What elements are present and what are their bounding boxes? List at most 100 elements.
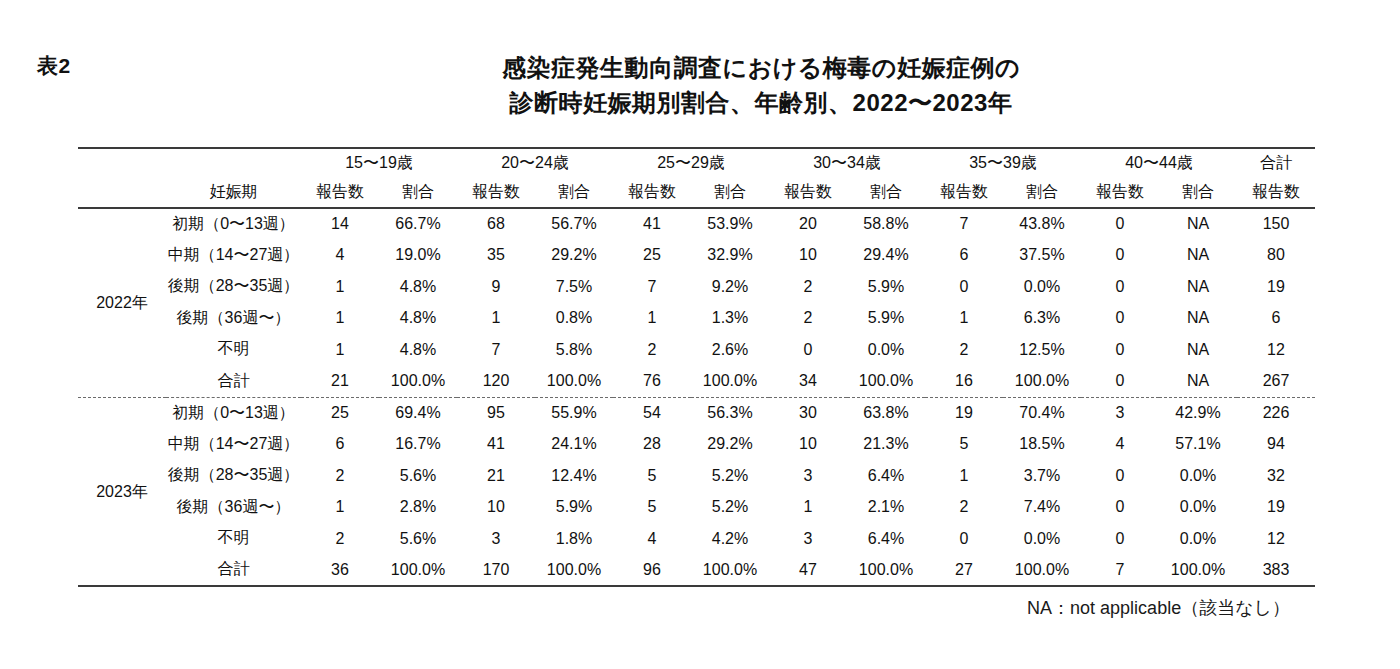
table-cell: 3 <box>1081 397 1159 429</box>
table-cell: 47 <box>769 555 847 587</box>
table-row: 中期（14〜27週）419.0%3529.2%2532.9%1029.4%637… <box>78 240 1315 272</box>
table-cell: 1 <box>457 303 535 335</box>
table-title: 感染症発生動向調査における梅毒の妊娠症例の 診断時妊娠期別割合、年齢別、2022… <box>0 50 1400 120</box>
table-cell: 4.2% <box>691 523 769 555</box>
table-cell: 54 <box>613 397 691 429</box>
table-cell: 1 <box>925 303 1003 335</box>
table-cell: 19 <box>1237 492 1315 524</box>
table-cell: 12.4% <box>535 460 613 492</box>
table-cell: 226 <box>1237 397 1315 429</box>
table-cell: 29.2% <box>535 240 613 272</box>
table-cell: 1 <box>301 492 379 524</box>
table-cell: 2 <box>925 334 1003 366</box>
pregnancy-term-label: 後期（36週〜） <box>166 492 301 524</box>
table-cell: 7.4% <box>1003 492 1081 524</box>
table-cell: 7 <box>1081 555 1159 587</box>
table-cell: 0.0% <box>1159 523 1237 555</box>
table-title-line2: 診断時妊娠期別割合、年齢別、2022〜2023年 <box>122 85 1400 120</box>
table-row: 合計36100.0%170100.0%96100.0%47100.0%27100… <box>78 555 1315 587</box>
table-cell: 56.3% <box>691 397 769 429</box>
table-cell: 2.8% <box>379 492 457 524</box>
table-row: 合計21100.0%120100.0%76100.0%34100.0%16100… <box>78 366 1315 398</box>
table-row: 中期（14〜27週）616.7%4124.1%2829.2%1021.3%518… <box>78 429 1315 461</box>
table-cell: 2 <box>769 303 847 335</box>
table-cell: NA <box>1159 208 1237 240</box>
count-column-header: 報告数 <box>769 178 847 208</box>
pregnancy-term-label: 不明 <box>166 523 301 555</box>
table-row: 後期（36週〜）14.8%10.8%11.3%25.9%16.3%0NA6 <box>78 303 1315 335</box>
pregnancy-term-label: 合計 <box>166 366 301 398</box>
table-cell: 5.9% <box>535 492 613 524</box>
table-cell: 1 <box>613 303 691 335</box>
table-cell: 21 <box>301 366 379 398</box>
table-cell: 100.0% <box>847 555 925 587</box>
table-cell: 150 <box>1237 208 1315 240</box>
age-group-header: 30〜34歳 <box>769 148 925 178</box>
table-cell: NA <box>1159 303 1237 335</box>
term-column-header: 妊娠期 <box>166 178 301 208</box>
age-group-header: 35〜39歳 <box>925 148 1081 178</box>
table-cell: 53.9% <box>691 208 769 240</box>
table-cell: 6.4% <box>847 523 925 555</box>
count-column-header: 報告数 <box>613 178 691 208</box>
sub-header-row: 妊娠期 報告数 割合 報告数 割合 報告数 割合 報告数 割合 報告数 割合 報… <box>78 178 1315 208</box>
table-cell: 21 <box>457 460 535 492</box>
table-cell: 32 <box>1237 460 1315 492</box>
table-cell: 20 <box>769 208 847 240</box>
table-cell: 80 <box>1237 240 1315 272</box>
table-cell: 66.7% <box>379 208 457 240</box>
table-cell: 5.2% <box>691 460 769 492</box>
table-cell: 5.8% <box>535 334 613 366</box>
pregnancy-term-label: 後期（36週〜） <box>166 303 301 335</box>
table-cell: 0.8% <box>535 303 613 335</box>
pregnancy-term-label: 後期（28〜35週） <box>166 460 301 492</box>
table-cell: 1 <box>769 492 847 524</box>
table-cell: 0 <box>1081 334 1159 366</box>
table-cell: 12.5% <box>1003 334 1081 366</box>
ratio-column-header: 割合 <box>1159 178 1237 208</box>
table-cell: 18.5% <box>1003 429 1081 461</box>
table-cell: 0 <box>1081 523 1159 555</box>
table-cell: 100.0% <box>379 555 457 587</box>
table-cell: 0.0% <box>1159 460 1237 492</box>
table-cell: 58.8% <box>847 208 925 240</box>
table-cell: 68 <box>457 208 535 240</box>
table-cell: NA <box>1159 271 1237 303</box>
table-cell: 94 <box>1237 429 1315 461</box>
pregnancy-term-label: 中期（14〜27週） <box>166 429 301 461</box>
table-cell: 0 <box>1081 208 1159 240</box>
table-cell: 3 <box>769 523 847 555</box>
table-cell: 4 <box>613 523 691 555</box>
total-count-column-header: 報告数 <box>1237 178 1315 208</box>
table-cell: 6 <box>925 240 1003 272</box>
table-cell: 32.9% <box>691 240 769 272</box>
table-cell: 5 <box>925 429 1003 461</box>
table-cell: 100.0% <box>1159 555 1237 587</box>
table-cell: 7.5% <box>535 271 613 303</box>
table-row: 後期（36週〜）12.8%105.9%55.2%12.1%27.4%00.0%1… <box>78 492 1315 524</box>
table-cell: 41 <box>457 429 535 461</box>
table-cell: 1 <box>925 460 1003 492</box>
table-cell: 100.0% <box>379 366 457 398</box>
table-cell: 383 <box>1237 555 1315 587</box>
table-cell: 2 <box>301 523 379 555</box>
table-cell: 2 <box>769 271 847 303</box>
table-cell: 6 <box>301 429 379 461</box>
table-cell: 5.9% <box>847 303 925 335</box>
table-cell: NA <box>1159 240 1237 272</box>
pregnancy-term-label: 合計 <box>166 555 301 587</box>
table-cell: 170 <box>457 555 535 587</box>
table-cell: 267 <box>1237 366 1315 398</box>
table-cell: 5 <box>613 460 691 492</box>
table-cell: 0.0% <box>1159 492 1237 524</box>
count-column-header: 報告数 <box>301 178 379 208</box>
table-cell: 29.4% <box>847 240 925 272</box>
ratio-column-header: 割合 <box>535 178 613 208</box>
total-group-header: 合計 <box>1237 148 1315 178</box>
table-cell: 3 <box>457 523 535 555</box>
table-cell: 10 <box>769 240 847 272</box>
table-cell: 9.2% <box>691 271 769 303</box>
table-cell: 95 <box>457 397 535 429</box>
table-cell: 16.7% <box>379 429 457 461</box>
pregnancy-term-label: 初期（0〜13週） <box>166 208 301 240</box>
